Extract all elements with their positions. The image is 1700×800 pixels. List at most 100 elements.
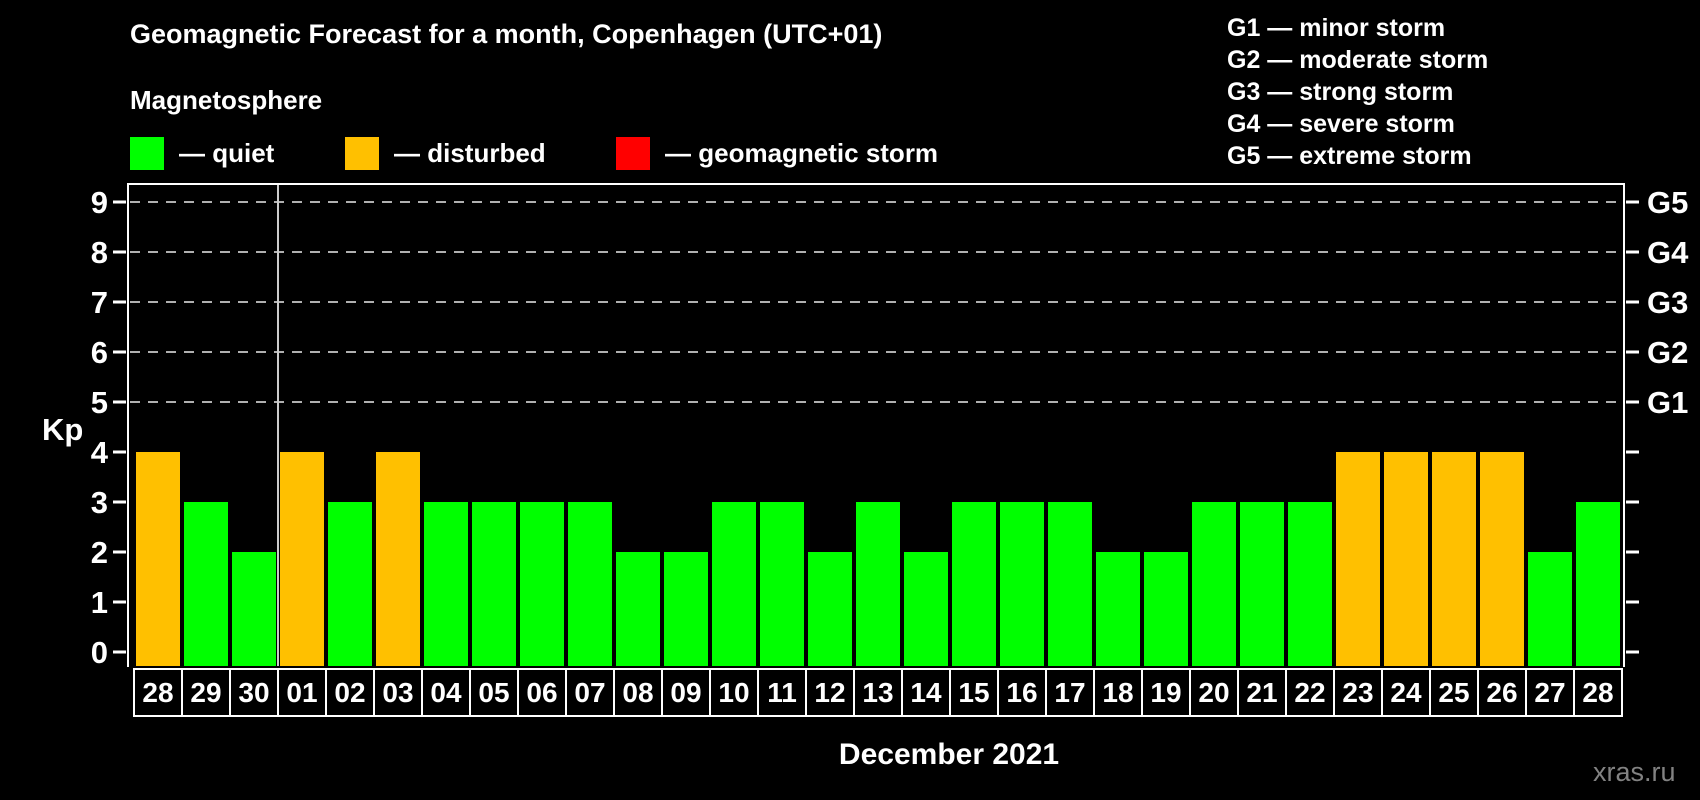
day-box-30 [1573, 668, 1623, 717]
kp-bar-16-day-14 [904, 552, 948, 666]
day-label-19: 17 [1054, 677, 1085, 708]
day-label-11: 09 [670, 677, 701, 708]
day-label-26: 24 [1390, 677, 1422, 708]
day-label-14: 12 [814, 677, 845, 708]
y-tick-label-9: 9 [91, 185, 108, 220]
day-label-25: 23 [1342, 677, 1373, 708]
kp-bar-30-day-28 [1576, 502, 1620, 666]
storm-scale-legend: G1 — minor storm G2 — moderate storm G3 — … [1227, 12, 1488, 172]
day-label-8: 06 [526, 677, 557, 708]
kp-bar-18-day-16 [1000, 502, 1044, 666]
day-box-27 [1429, 668, 1479, 717]
kp-bar-14-day-12 [808, 552, 852, 666]
kp-bar-23-day-21 [1240, 502, 1284, 666]
g-scale-label-G2: G2 [1647, 335, 1688, 370]
day-label-1: 29 [190, 677, 221, 708]
y-tick-label-0: 0 [91, 635, 108, 670]
legend-label-disturbed: — disturbed [394, 138, 546, 168]
kp-bar-24-day-22 [1288, 502, 1332, 666]
kp-bar-0-day-28 [136, 452, 180, 666]
kp-bar-19-day-17 [1048, 502, 1092, 666]
kp-bar-21-day-19 [1144, 552, 1188, 666]
y-axis-label: Kp [42, 412, 84, 447]
g-scale-label-G3: G3 [1647, 285, 1688, 320]
day-box-10 [613, 668, 663, 717]
xras-watermark: xras.ru [1593, 757, 1676, 787]
g-legend-row-G3: G3 — strong storm [1227, 78, 1454, 106]
y-tick-label-6: 6 [91, 335, 108, 370]
kp-bar-17-day-15 [952, 502, 996, 666]
day-label-22: 20 [1198, 677, 1229, 708]
day-box-19 [1045, 668, 1095, 717]
day-label-6: 04 [430, 677, 462, 708]
kp-bar-28-day-26 [1480, 452, 1524, 666]
kp-bar-20-day-18 [1096, 552, 1140, 666]
day-box-6 [421, 668, 471, 717]
kp-bar-22-day-20 [1192, 502, 1236, 666]
day-box-23 [1237, 668, 1287, 717]
day-label-7: 05 [478, 677, 509, 708]
day-box-26 [1381, 668, 1431, 717]
day-label-17: 15 [958, 677, 989, 708]
y-tick-label-8: 8 [91, 235, 108, 270]
day-box-8 [517, 668, 567, 717]
y-tick-label-5: 5 [91, 385, 108, 420]
day-label-27: 25 [1438, 677, 1469, 708]
day-label-21: 19 [1150, 677, 1181, 708]
day-label-28: 26 [1486, 677, 1517, 708]
day-label-15: 13 [862, 677, 893, 708]
y-tick-label-7: 7 [91, 285, 108, 320]
day-box-15 [853, 668, 903, 717]
day-box-11 [661, 668, 711, 717]
g-legend-row-G4: G4 — severe storm [1227, 110, 1455, 138]
kp-bar-12-day-10 [712, 502, 756, 666]
y-tick-label-4: 4 [91, 435, 109, 470]
day-label-3: 01 [286, 677, 317, 708]
kp-bar-2-day-30 [232, 552, 276, 666]
legend-swatch-quiet [130, 137, 164, 170]
kp-bar-15-day-13 [856, 502, 900, 666]
day-box-12 [709, 668, 759, 717]
kp-bar-9-day-07 [568, 502, 612, 666]
day-box-0 [133, 668, 183, 717]
day-label-12: 10 [718, 677, 749, 708]
kp-bar-13-day-11 [760, 502, 804, 666]
day-label-2: 30 [238, 677, 269, 708]
day-box-9 [565, 668, 615, 717]
day-box-21 [1141, 668, 1191, 717]
day-box-5 [373, 668, 423, 717]
day-label-20: 18 [1102, 677, 1133, 708]
legend-item-disturbed: — disturbed [345, 137, 546, 170]
g-scale-label-G1: G1 [1647, 385, 1688, 420]
legend-label-storm: — geomagnetic storm [665, 138, 939, 168]
kp-bar-3-day-01 [280, 452, 324, 666]
day-label-10: 08 [622, 677, 653, 708]
day-label-13: 11 [767, 677, 797, 708]
kp-bar-7-day-05 [472, 502, 516, 666]
kp-bar-10-day-08 [616, 552, 660, 666]
day-label-23: 21 [1246, 677, 1277, 708]
kp-bar-25-day-23 [1336, 452, 1380, 666]
day-label-24: 22 [1294, 677, 1325, 708]
day-label-4: 02 [334, 677, 365, 708]
g-scale-label-G5: G5 [1647, 185, 1688, 220]
kp-bar-8-day-06 [520, 502, 564, 666]
kp-bar-4-day-02 [328, 502, 372, 666]
day-label-29: 27 [1534, 677, 1565, 708]
g-legend-row-G5: G5 — extreme storm [1227, 142, 1472, 170]
day-label-18: 16 [1006, 677, 1037, 708]
day-box-17 [949, 668, 999, 717]
magnetosphere-label: Magnetosphere [130, 85, 323, 115]
legend-swatch-storm [616, 137, 650, 170]
day-box-2 [229, 668, 279, 717]
kp-bar-29-day-27 [1528, 552, 1572, 666]
plot-frame [127, 183, 1625, 667]
day-box-1 [181, 668, 231, 717]
kp-bar-6-day-04 [424, 502, 468, 666]
day-box-13 [757, 668, 807, 717]
day-label-16: 14 [910, 677, 942, 708]
legend-item-quiet: — quiet [130, 137, 274, 170]
kp-bar-27-day-25 [1432, 452, 1476, 666]
day-box-28 [1477, 668, 1527, 717]
